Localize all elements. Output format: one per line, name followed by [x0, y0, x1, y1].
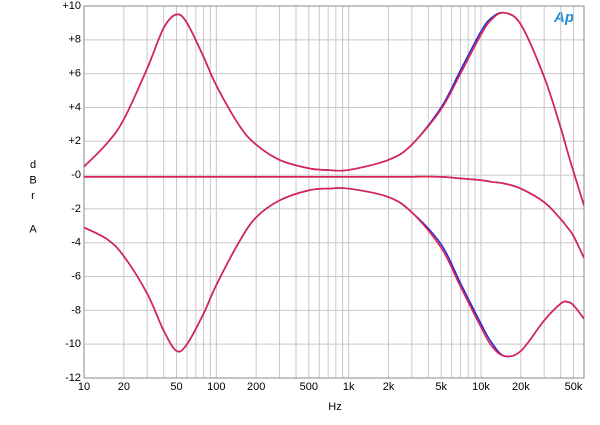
y-tick-label: +2	[68, 135, 81, 147]
response-curve	[84, 175, 584, 259]
y-tick-label: +8	[68, 34, 81, 46]
response-curve	[84, 187, 584, 358]
y-tick-label: -6	[71, 270, 81, 282]
response-curve	[84, 11, 584, 206]
y-tick-label: -4	[71, 237, 81, 249]
x-tick-label: 200	[247, 381, 265, 393]
y-tick-label: -12	[65, 372, 81, 384]
x-tick-label: 2k	[383, 381, 395, 393]
y-tick-label: +10	[62, 0, 81, 12]
x-tick-label: 50	[170, 381, 182, 393]
y-tick-label: +6	[68, 68, 81, 80]
x-tick-label: 50k	[565, 381, 583, 393]
x-tick-label: 5k	[435, 381, 447, 393]
y-tick-label: -8	[71, 304, 81, 316]
x-tick-label: 500	[300, 381, 318, 393]
y-tick-label: -0	[71, 169, 81, 181]
y-tick-label: +4	[68, 101, 81, 113]
logo: Ap	[553, 9, 574, 26]
plot-frame	[83, 5, 585, 379]
y-tick-label: -10	[65, 338, 81, 350]
y-tick-label: -2	[71, 203, 81, 215]
x-tick-label: 1k	[343, 381, 355, 393]
x-axis-label: Hz	[328, 401, 341, 413]
x-tick-label: 10	[78, 381, 90, 393]
x-tick-label: 100	[207, 381, 225, 393]
x-tick-label: 20k	[512, 381, 530, 393]
x-tick-label: 10k	[472, 381, 490, 393]
x-tick-label: 20	[118, 381, 130, 393]
